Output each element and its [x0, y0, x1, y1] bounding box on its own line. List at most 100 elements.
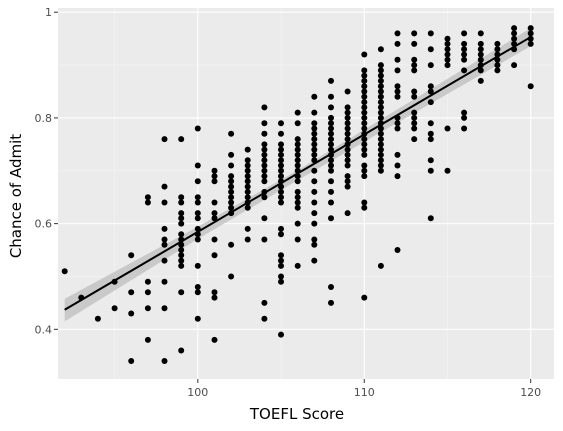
data-point: [427, 83, 434, 90]
data-point: [244, 146, 251, 153]
data-point: [228, 173, 235, 180]
data-point: [194, 289, 201, 296]
data-point: [394, 67, 401, 74]
data-point: [111, 278, 118, 285]
data-point: [361, 146, 368, 153]
data-point: [178, 194, 185, 201]
data-point: [394, 173, 401, 180]
data-point: [344, 141, 351, 148]
data-point: [278, 278, 284, 285]
data-point: [411, 30, 418, 37]
y-axis-tick-labels: 0.4 0.6 0.8 1: [35, 6, 53, 336]
data-point: [161, 183, 168, 190]
data-point: [228, 273, 235, 280]
data-point: [328, 120, 334, 127]
data-point: [244, 183, 251, 190]
data-point: [411, 114, 418, 121]
data-point: [427, 157, 434, 164]
data-point: [377, 72, 384, 79]
data-point: [261, 157, 268, 164]
data-point: [261, 178, 268, 185]
data-point: [261, 120, 268, 127]
data-point: [377, 104, 384, 111]
data-point: [344, 157, 351, 164]
data-point: [278, 262, 284, 269]
data-point: [427, 136, 434, 143]
data-point: [178, 199, 185, 206]
data-point: [178, 252, 185, 259]
data-point: [494, 40, 501, 47]
data-point: [344, 173, 351, 180]
data-point: [377, 93, 384, 100]
data-point: [178, 289, 185, 296]
data-point: [161, 236, 168, 243]
data-point: [477, 46, 484, 53]
data-point: [244, 194, 251, 201]
data-point: [261, 141, 268, 148]
data-point: [278, 257, 284, 264]
data-point: [511, 46, 518, 53]
data-point: [361, 173, 368, 180]
data-point: [261, 151, 268, 158]
data-point: [194, 315, 201, 322]
data-point: [461, 109, 468, 116]
data-point: [311, 157, 318, 164]
data-point: [128, 289, 135, 296]
y-tick-label: 0.6: [35, 218, 53, 231]
data-point: [194, 231, 201, 238]
data-point: [294, 162, 301, 169]
data-point: [311, 167, 318, 174]
data-point: [328, 77, 334, 84]
data-point: [144, 194, 151, 201]
data-point: [328, 199, 334, 206]
data-point: [78, 294, 85, 301]
data-point: [278, 157, 284, 164]
data-point: [294, 146, 301, 153]
data-point: [444, 125, 451, 132]
data-point: [344, 183, 351, 190]
data-point: [311, 120, 318, 127]
data-points: [61, 25, 534, 364]
data-point: [361, 199, 368, 206]
data-point: [527, 35, 534, 42]
data-point: [377, 109, 384, 116]
data-point: [394, 93, 401, 100]
data-point: [294, 262, 301, 269]
data-point: [278, 252, 284, 259]
data-point: [377, 67, 384, 74]
data-point: [361, 77, 368, 84]
data-point: [361, 109, 368, 116]
data-point: [361, 104, 368, 111]
data-point: [461, 125, 468, 132]
data-point: [477, 62, 484, 69]
data-point: [178, 236, 185, 243]
data-point: [328, 162, 334, 169]
data-point: [311, 109, 318, 116]
data-point: [278, 151, 284, 158]
data-point: [427, 215, 434, 222]
data-point: [477, 77, 484, 84]
data-point: [228, 204, 235, 211]
data-point: [294, 109, 301, 116]
data-point: [144, 289, 151, 296]
data-point: [178, 215, 185, 222]
x-tick-label: 120: [520, 386, 541, 399]
data-point: [377, 83, 384, 90]
data-point: [178, 220, 185, 227]
data-point: [194, 194, 201, 201]
data-point: [361, 88, 368, 95]
data-point: [328, 93, 334, 100]
data-point: [178, 241, 185, 248]
data-point: [228, 130, 235, 137]
data-point: [261, 162, 268, 169]
data-point: [377, 125, 384, 132]
data-point: [244, 157, 251, 164]
data-point: [427, 88, 434, 95]
data-point: [178, 262, 185, 269]
data-point: [144, 336, 151, 343]
data-point: [144, 278, 151, 285]
data-point: [61, 268, 68, 275]
data-point: [377, 99, 384, 106]
data-point: [494, 62, 501, 69]
data-point: [444, 167, 451, 174]
